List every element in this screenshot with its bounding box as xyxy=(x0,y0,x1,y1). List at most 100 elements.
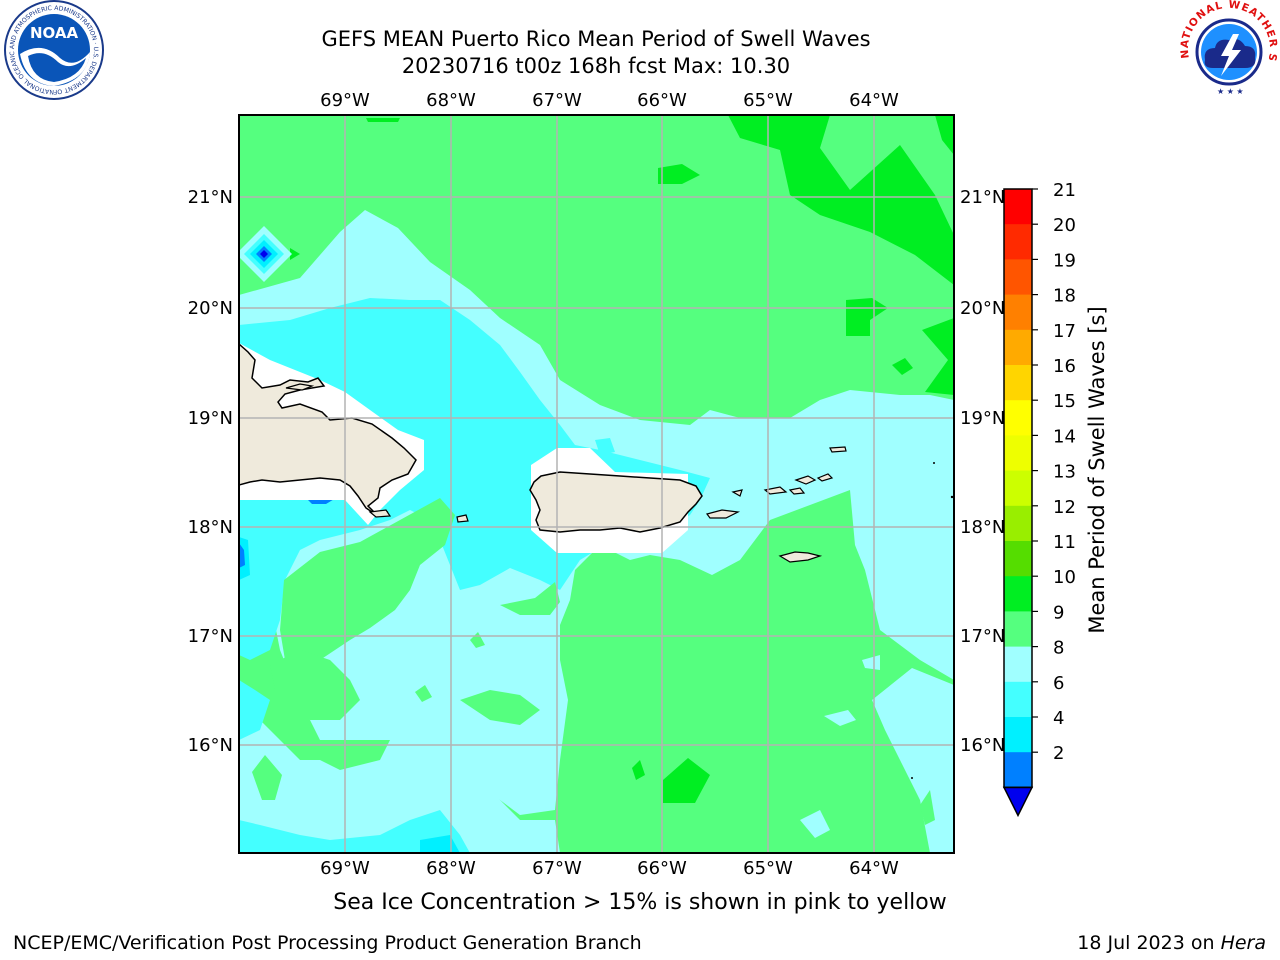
fill-green-10-11 xyxy=(892,358,913,375)
land-mona xyxy=(456,514,469,523)
lon-label-top: 69°W xyxy=(320,90,370,111)
colorbar-segment xyxy=(1004,259,1032,296)
fill-cyan-8-9 xyxy=(824,710,856,726)
land-vieques xyxy=(705,509,741,519)
fill-green-10-11 xyxy=(663,758,710,803)
colorbar-tick-label: 2 xyxy=(1053,743,1064,764)
fill-green-10-11 xyxy=(935,115,954,155)
colorbar-label: Mean Period of Swell Waves [s] xyxy=(1085,306,1109,634)
lon-label-bottom: 69°W xyxy=(320,858,370,879)
lat-label-left: 21°N xyxy=(188,187,233,208)
lat-label-left: 20°N xyxy=(188,298,233,319)
fill-cyan-6-8 xyxy=(239,298,710,660)
colorbar-segment xyxy=(1004,681,1032,718)
colorbar-tick-label: 17 xyxy=(1053,321,1076,342)
fill-cyan-8-9 xyxy=(239,720,560,853)
map-frame xyxy=(238,114,955,854)
svg-text:★ ★ ★: ★ ★ ★ xyxy=(1217,87,1244,96)
colorbar-tick-label: 14 xyxy=(1053,426,1076,447)
lon-label-top: 66°W xyxy=(637,90,687,111)
fill-green-10-11 xyxy=(632,760,645,780)
producer-credit: NCEP/EMC/Verification Post Processing Pr… xyxy=(13,932,642,954)
lon-label-bottom: 67°W xyxy=(532,858,582,879)
colorbar-segment xyxy=(1004,400,1032,436)
colorbar-tick-label: 10 xyxy=(1053,567,1076,588)
lat-label-right: 18°N xyxy=(960,517,1005,538)
colorbar-segment xyxy=(1004,611,1032,648)
fill-green-9-10 xyxy=(500,582,560,615)
fill-green-10-11 xyxy=(922,318,954,395)
date-text: 18 Jul 2023 on xyxy=(1077,932,1221,954)
fill-green-10-11 xyxy=(728,115,954,285)
colorbar-segment xyxy=(1004,365,1032,401)
colorbar-segment xyxy=(1004,470,1032,507)
colorbar-segment xyxy=(1004,646,1032,683)
fill-green-9-10 xyxy=(470,632,485,648)
fill-green-9-10 xyxy=(280,498,455,670)
colorbar-extend-arrow xyxy=(1002,786,1034,818)
fill-cyan-6-8 xyxy=(595,438,615,455)
colorbar-tick-label: 16 xyxy=(1053,356,1076,377)
fill-cyan-6-8 xyxy=(239,680,270,740)
lon-label-bottom: 64°W xyxy=(849,858,899,879)
land-anegada xyxy=(829,446,847,453)
chart-subtitle: 20230716 t00z 168h fcst Max: 10.30 xyxy=(401,54,791,78)
colorbar-tick-label: 6 xyxy=(1053,673,1064,694)
noaa-text: NOAA xyxy=(30,24,79,42)
colorbar-tick-label: 20 xyxy=(1053,215,1076,236)
lat-label-right: 20°N xyxy=(960,298,1005,319)
colorbar-segment xyxy=(1004,329,1032,366)
colorbar-segment xyxy=(1004,435,1032,472)
land-tortola xyxy=(794,475,817,485)
fill-cyan-8-9 xyxy=(800,810,830,838)
lat-label-left: 16°N xyxy=(188,735,233,756)
land-st-croix xyxy=(778,551,823,563)
colorbar-segment xyxy=(1004,576,1032,612)
colorbar-segment xyxy=(1004,294,1032,331)
colorbar-tick-label: 18 xyxy=(1053,286,1076,307)
colorbar-tick-label: 9 xyxy=(1053,602,1064,623)
fill-green-10-11 xyxy=(290,248,300,260)
nws-logo: NATIONAL WEATHER SERVICE ★ ★ ★ xyxy=(1177,0,1279,100)
colorbar-tick-label: 13 xyxy=(1053,462,1076,483)
lat-label-right: 17°N xyxy=(960,626,1005,647)
land-virgin-gorda xyxy=(816,473,834,482)
land-anguilla xyxy=(950,495,954,499)
lon-label-top: 68°W xyxy=(426,90,476,111)
fill-cyan-6-8 xyxy=(239,810,470,853)
colorbar-segment xyxy=(1004,752,1032,788)
fill-cyan-4-6 xyxy=(420,835,460,853)
lat-label-left: 17°N xyxy=(188,626,233,647)
fill-blue-2-4 xyxy=(260,250,268,258)
lon-label-top: 64°W xyxy=(849,90,899,111)
colorbar-tick-label: 21 xyxy=(1053,180,1076,201)
swell-period-field xyxy=(239,115,954,853)
lat-label-right: 16°N xyxy=(960,735,1005,756)
lat-label-left: 18°N xyxy=(188,517,233,538)
colorbar-tick-label: 4 xyxy=(1053,708,1064,729)
colorbar-tick-label: 11 xyxy=(1053,532,1076,553)
colorbar-tick-label: 19 xyxy=(1053,250,1076,271)
fill-green-9-10 xyxy=(252,755,282,800)
lat-label-right: 19°N xyxy=(960,408,1005,429)
land-tortuga xyxy=(285,383,315,391)
fill-green-9-10 xyxy=(415,685,432,702)
fill-green-10-11 xyxy=(658,164,700,184)
fill-cyan-8-9 xyxy=(862,655,880,670)
colorbar-tick-label: 15 xyxy=(1053,391,1076,412)
land-culebra xyxy=(731,489,743,497)
fill-cyan-8-9 xyxy=(872,668,954,853)
fill-green-10-11 xyxy=(366,118,400,122)
lat-label-left: 19°N xyxy=(188,408,233,429)
machine-name: Hera xyxy=(1220,932,1266,954)
lat-label-right: 21°N xyxy=(960,187,1005,208)
fill-green-9-10 xyxy=(460,690,540,725)
colorbar-segment xyxy=(1004,224,1032,260)
land-sombrero xyxy=(933,462,935,464)
land-hispaniola xyxy=(239,342,417,517)
colorbar-segment xyxy=(1004,505,1032,542)
graticule xyxy=(239,115,954,853)
colorbar-tick-label: 12 xyxy=(1053,497,1076,518)
colorbar-segment xyxy=(1004,541,1032,577)
